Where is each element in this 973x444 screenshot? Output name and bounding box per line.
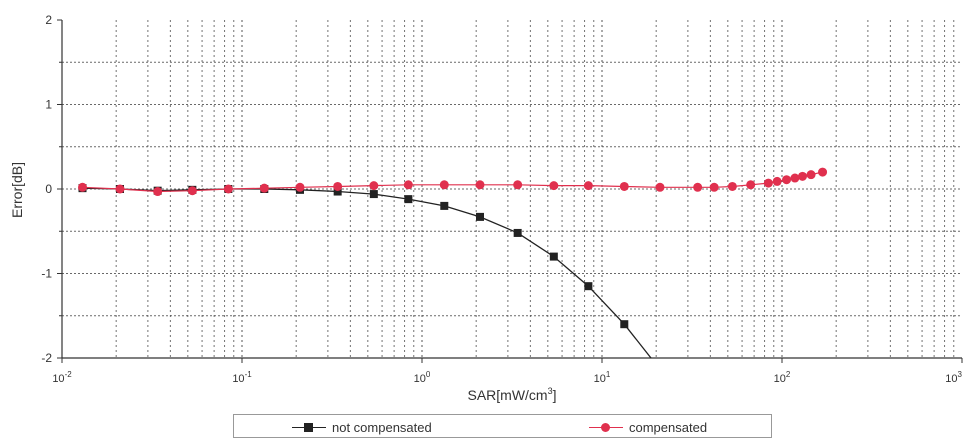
data-point-compensated bbox=[798, 172, 807, 181]
data-point-compensated bbox=[620, 182, 629, 191]
data-point-compensated bbox=[404, 180, 413, 189]
data-point-compensated bbox=[790, 174, 799, 183]
data-point-compensated bbox=[728, 182, 737, 191]
x-axis-label: SAR[mW/cm3] bbox=[467, 386, 556, 403]
legend: not compensated compensated bbox=[233, 414, 772, 438]
y-axis-label: Error[dB] bbox=[9, 162, 25, 218]
legend-label-compensated: compensated bbox=[629, 420, 707, 435]
data-point-compensated bbox=[746, 180, 755, 189]
data-point-compensated bbox=[78, 183, 87, 192]
data-point-compensated bbox=[475, 180, 484, 189]
data-point-compensated bbox=[584, 181, 593, 190]
axes: 210-1-210-2 10-1 100 101 102 103 bbox=[41, 13, 962, 385]
grid bbox=[62, 20, 962, 358]
series-layer bbox=[78, 168, 827, 371]
data-point-compensated bbox=[710, 183, 719, 192]
data-point-compensated bbox=[807, 170, 816, 179]
circle-marker-icon bbox=[601, 423, 610, 432]
data-point-compensated bbox=[295, 183, 304, 192]
legend-item-not-compensated: not compensated bbox=[292, 419, 432, 435]
x-tick-label: 100 bbox=[414, 370, 431, 385]
x-tick-label: 102 bbox=[774, 370, 791, 385]
data-point-compensated bbox=[333, 182, 342, 191]
data-point-compensated bbox=[513, 180, 522, 189]
data-point-compensated bbox=[764, 179, 773, 188]
data-point-compensated bbox=[549, 181, 558, 190]
y-tick-label: 1 bbox=[45, 98, 52, 112]
square-marker-icon bbox=[304, 423, 313, 432]
legend-label-not-compensated: not compensated bbox=[332, 420, 432, 435]
data-point-not-compensated bbox=[584, 282, 592, 290]
data-point-compensated bbox=[440, 180, 449, 189]
x-tick-label: 103 bbox=[945, 370, 962, 385]
data-point-compensated bbox=[153, 187, 162, 196]
data-point-not-compensated bbox=[476, 213, 484, 221]
data-point-compensated bbox=[655, 183, 664, 192]
data-point-compensated bbox=[818, 168, 827, 177]
data-point-compensated bbox=[115, 185, 124, 194]
data-point-not-compensated bbox=[404, 195, 412, 203]
data-point-not-compensated bbox=[620, 320, 628, 328]
legend-item-compensated: compensated bbox=[589, 419, 707, 435]
y-tick-label: 0 bbox=[45, 182, 52, 196]
data-point-not-compensated bbox=[440, 202, 448, 210]
data-point-not-compensated bbox=[550, 253, 558, 261]
x-tick-label: 101 bbox=[594, 370, 611, 385]
data-point-compensated bbox=[224, 185, 233, 194]
data-point-compensated bbox=[188, 186, 197, 195]
data-point-compensated bbox=[693, 183, 702, 192]
y-tick-label: 2 bbox=[45, 13, 52, 27]
y-tick-label: -2 bbox=[41, 351, 52, 365]
data-point-compensated bbox=[260, 184, 269, 193]
x-tick-label: 10-1 bbox=[232, 370, 252, 385]
data-point-compensated bbox=[782, 175, 791, 184]
data-point-not-compensated bbox=[514, 229, 522, 237]
data-point-compensated bbox=[773, 177, 782, 186]
y-tick-label: -1 bbox=[41, 267, 52, 281]
legend-swatch-compensated bbox=[589, 427, 623, 428]
data-point-not-compensated bbox=[370, 190, 378, 198]
legend-swatch-not-compensated bbox=[292, 427, 326, 428]
x-tick-label: 10-2 bbox=[52, 370, 72, 385]
data-point-compensated bbox=[369, 181, 378, 190]
